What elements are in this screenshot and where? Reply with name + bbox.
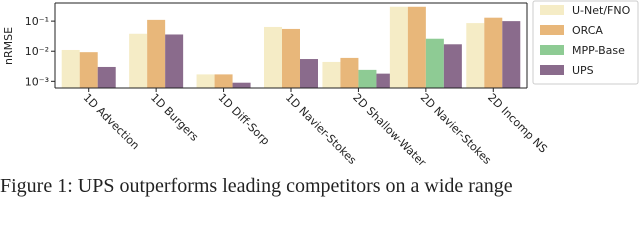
x-tick-label: 2D Navier-Stokes bbox=[418, 91, 494, 167]
y-axis-label: nRMSE bbox=[2, 27, 15, 65]
bar bbox=[129, 33, 148, 88]
legend-frame bbox=[532, 0, 639, 85]
bar bbox=[61, 49, 80, 88]
legend-label: ORCA bbox=[572, 24, 603, 37]
x-tick-label: 2D Incomp NS bbox=[485, 91, 550, 156]
bar bbox=[389, 6, 408, 88]
bar bbox=[165, 34, 184, 88]
bar bbox=[443, 44, 462, 88]
bar bbox=[232, 82, 251, 88]
x-tick-label: 1D Navier-Stokes bbox=[283, 91, 359, 167]
chart: nRMSE Figure 1: UPS outperforms leading … bbox=[0, 0, 639, 197]
x-tick-label: 1D Advection bbox=[81, 91, 142, 152]
bar bbox=[322, 61, 341, 88]
bar bbox=[264, 26, 282, 89]
x-tick-label: 1D Burgers bbox=[148, 91, 201, 144]
bar bbox=[300, 59, 318, 88]
legend-label: UPS bbox=[572, 64, 594, 77]
legend-swatch bbox=[540, 65, 564, 75]
bar bbox=[466, 23, 485, 88]
bar bbox=[79, 52, 98, 88]
legend-label: MPP-Base bbox=[572, 44, 625, 57]
legend-swatch bbox=[540, 25, 564, 35]
legend-label: U-Net/FNO bbox=[572, 4, 631, 17]
legend-swatch bbox=[540, 5, 564, 15]
caption: Figure 1: UPS outperforms leading compet… bbox=[0, 175, 513, 197]
y-tick-label: 10⁻¹ bbox=[25, 15, 49, 28]
x-tick-label: 1D Diff-Sorp bbox=[215, 91, 272, 148]
bar bbox=[407, 6, 426, 88]
bar bbox=[282, 28, 300, 88]
bar bbox=[147, 19, 166, 89]
bar bbox=[340, 57, 359, 88]
y-tick-label: 10⁻³ bbox=[25, 75, 49, 88]
bar bbox=[502, 21, 521, 89]
bar bbox=[425, 38, 444, 88]
legend-swatch bbox=[540, 45, 564, 55]
bar bbox=[484, 17, 503, 89]
bar bbox=[97, 66, 116, 88]
y-tick-label: 10⁻² bbox=[25, 45, 49, 58]
x-tick-label: 2D Shallow-Water bbox=[350, 91, 429, 170]
bar bbox=[358, 69, 377, 88]
bar bbox=[196, 74, 215, 88]
bar bbox=[214, 74, 233, 88]
